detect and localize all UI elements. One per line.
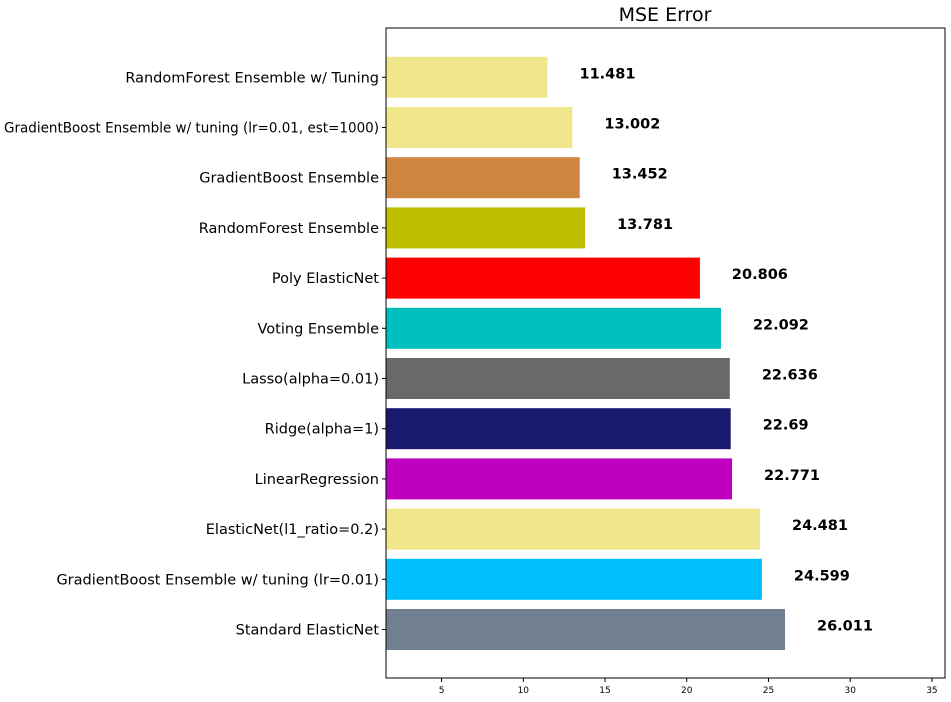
y-tick-label: Voting Ensemble <box>258 321 380 337</box>
data-label: 13.781 <box>617 217 673 233</box>
bar <box>386 358 730 399</box>
y-tick-label: Ridge(alpha=1) <box>265 422 379 438</box>
bar <box>386 408 731 450</box>
data-label: 26.011 <box>817 619 873 635</box>
chart-title: MSE Error <box>619 4 712 26</box>
plot-frame <box>385 27 946 679</box>
bar <box>386 257 700 299</box>
x-tick-label: 35 <box>926 686 937 696</box>
bar <box>386 107 573 148</box>
data-label: 24.481 <box>792 518 848 534</box>
y-tick-label: GradientBoost Ensemble <box>199 171 379 187</box>
y-tick-label: Lasso(alpha=0.01) <box>242 372 379 388</box>
data-label: 22.771 <box>764 468 820 484</box>
y-tick-label: Standard ElasticNet <box>236 623 380 639</box>
data-label: 22.69 <box>763 418 809 434</box>
y-tick-label: GradientBoost Ensemble w/ tuning (lr=0.0… <box>4 121 379 137</box>
bar <box>386 207 586 249</box>
y-tick-label: GradientBoost Ensemble w/ tuning (lr=0.0… <box>56 572 379 588</box>
data-label: 22.636 <box>762 368 818 384</box>
x-tick-label: 5 <box>439 686 445 696</box>
x-tick-label: 25 <box>763 686 774 696</box>
y-tick-label: RandomForest Ensemble w/ Tuning <box>125 70 379 86</box>
x-tick-label: 30 <box>844 686 856 696</box>
data-label: 22.092 <box>753 317 809 333</box>
x-tick-label: 10 <box>518 686 530 696</box>
bar <box>386 508 760 550</box>
data-label: 13.002 <box>604 117 660 133</box>
data-label: 11.481 <box>580 66 636 82</box>
x-tick-label: 15 <box>599 686 610 696</box>
bar <box>386 56 548 98</box>
y-tick-label: ElasticNet(l1_ratio=0.2) <box>206 522 379 538</box>
y-tick-label: Poly ElasticNet <box>272 271 379 287</box>
bar <box>386 157 580 199</box>
bar <box>386 558 762 600</box>
y-tick-label: RandomForest Ensemble <box>199 221 379 237</box>
data-label: 24.599 <box>794 568 850 584</box>
y-tick-label: LinearRegression <box>255 472 379 488</box>
bar <box>386 458 733 500</box>
data-label: 13.452 <box>612 167 668 183</box>
x-tick-label: 20 <box>681 686 693 696</box>
data-label: 20.806 <box>732 267 788 283</box>
bar <box>386 307 721 349</box>
bar <box>386 609 785 650</box>
